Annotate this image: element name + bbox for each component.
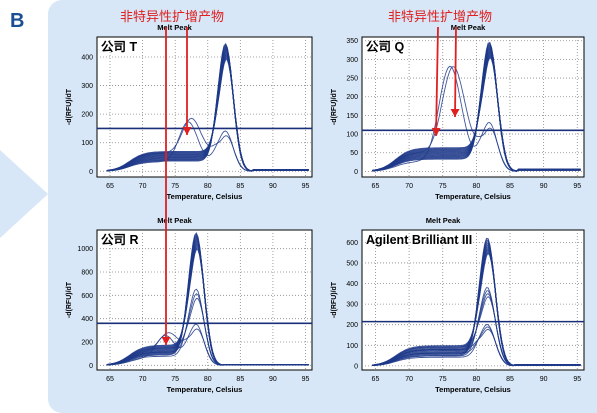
annotation-arrowhead <box>431 127 441 136</box>
y-tick-label: 600 <box>81 293 93 300</box>
curve-group <box>372 237 581 367</box>
annotation-label-left: 非特异性扩增产物 <box>120 9 224 24</box>
annotation-arrowhead <box>182 127 192 135</box>
x-tick-label: 85 <box>506 183 514 190</box>
melt-curve <box>372 65 581 172</box>
x-tick-label: 70 <box>139 376 147 383</box>
y-tick-label: 200 <box>346 94 358 101</box>
annotation-label-right: 非特异性扩增产物 <box>388 9 492 24</box>
annotation-arrows <box>161 26 460 345</box>
x-tick-label: 85 <box>236 376 244 383</box>
x-tick-label: 85 <box>236 183 244 190</box>
y-tick-label: 200 <box>346 322 358 329</box>
x-tick-label: 95 <box>302 376 310 383</box>
annotation-arrow <box>435 26 439 137</box>
x-tick-label: 80 <box>204 376 212 383</box>
curve-group <box>372 41 581 172</box>
y-tick-label: 800 <box>81 270 93 277</box>
y-tick-label: 100 <box>81 140 93 147</box>
x-tick-label: 80 <box>472 376 480 383</box>
melt-curve <box>106 117 309 172</box>
melt-curve <box>372 328 581 367</box>
curve-group <box>106 42 309 172</box>
plot-area <box>361 36 585 178</box>
x-tick-label: 95 <box>573 183 581 190</box>
chart-title: Melt Peak <box>157 216 192 225</box>
x-tick-label: 80 <box>472 183 480 190</box>
x-tick-label: 80 <box>204 183 212 190</box>
chart-title: Melt Peak <box>451 23 486 32</box>
y-axis-label: -d(RFU)/dT <box>331 281 338 318</box>
y-tick-label: 100 <box>346 343 358 350</box>
x-tick-label: 90 <box>540 183 548 190</box>
plot-area <box>361 229 585 371</box>
y-tick-label: 200 <box>81 112 93 119</box>
y-tick-label: 200 <box>81 340 93 347</box>
panel-name-label: 公司 R <box>101 233 139 247</box>
plot-area <box>96 229 313 371</box>
chart-title: Melt Peak <box>157 23 192 32</box>
arrow-tab-shape <box>0 150 48 238</box>
y-tick-label: 300 <box>346 302 358 309</box>
y-tick-label: 0 <box>354 363 358 370</box>
x-tick-label: 95 <box>302 183 310 190</box>
y-tick-label: 600 <box>346 240 358 247</box>
y-tick-label: 150 <box>346 113 358 120</box>
x-tick-label: 90 <box>269 183 277 190</box>
y-tick-label: 0 <box>354 169 358 176</box>
x-tick-label: 65 <box>372 183 380 190</box>
panel-name-label: 公司 Q <box>366 40 404 54</box>
panel-name-label: 公司 T <box>101 40 137 54</box>
y-axis-label: -d(RFU)/dT <box>66 281 73 318</box>
y-tick-label: 300 <box>346 57 358 64</box>
x-tick-label: 65 <box>106 183 114 190</box>
x-axis-label: Temperature, Celsius <box>435 192 511 201</box>
annotation-arrow <box>454 26 457 118</box>
x-tick-label: 75 <box>171 376 179 383</box>
x-tick-label: 85 <box>506 376 514 383</box>
x-axis-label: Temperature, Celsius <box>167 192 243 201</box>
y-tick-label: 400 <box>346 281 358 288</box>
chart-title: Melt Peak <box>426 216 461 225</box>
x-tick-label: 90 <box>540 376 548 383</box>
x-tick-label: 70 <box>405 376 413 383</box>
x-axis-label: Temperature, Celsius <box>167 385 243 394</box>
melt-curve <box>106 121 309 172</box>
y-tick-label: 0 <box>89 169 93 176</box>
y-tick-label: 0 <box>89 363 93 370</box>
x-axis-label: Temperature, Celsius <box>435 385 511 394</box>
x-tick-label: 65 <box>106 376 114 383</box>
panel-name-label: Agilent Brilliant III <box>366 233 472 247</box>
y-tick-label: 250 <box>346 76 358 83</box>
y-tick-label: 300 <box>81 83 93 90</box>
x-tick-label: 75 <box>439 183 447 190</box>
y-tick-label: 500 <box>346 260 358 267</box>
y-tick-label: 400 <box>81 55 93 62</box>
y-axis-label: -d(RFU)/dT <box>331 88 338 125</box>
melt-curve <box>372 66 581 172</box>
x-tick-label: 70 <box>139 183 147 190</box>
annotation-arrowhead <box>450 108 460 117</box>
x-tick-label: 70 <box>405 183 413 190</box>
y-tick-label: 1000 <box>77 246 93 253</box>
x-tick-label: 75 <box>171 183 179 190</box>
y-tick-label: 400 <box>81 316 93 323</box>
y-axis-label: -d(RFU)/dT <box>66 88 73 125</box>
y-tick-label: 50 <box>350 150 358 157</box>
panel-letter: B <box>10 10 25 32</box>
annotation-arrowhead <box>161 337 171 345</box>
x-tick-label: 65 <box>372 376 380 383</box>
x-tick-label: 90 <box>269 376 277 383</box>
x-tick-label: 95 <box>573 376 581 383</box>
y-tick-label: 100 <box>346 132 358 139</box>
x-tick-label: 75 <box>439 376 447 383</box>
y-tick-label: 350 <box>346 38 358 45</box>
melt-curve <box>106 328 309 366</box>
